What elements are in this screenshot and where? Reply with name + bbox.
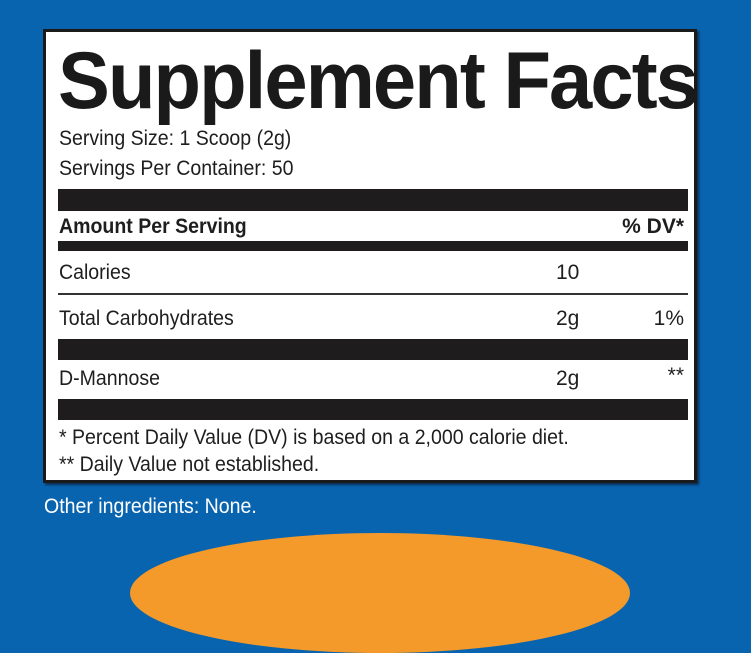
divider-line xyxy=(58,293,688,295)
supplement-facts-panel: Supplement Facts Serving Size: 1 Scoop (… xyxy=(43,29,699,483)
nutrient-name: Total Carbohydrates xyxy=(59,307,234,330)
nutrient-name: D-Mannose xyxy=(59,367,160,390)
divider-bar xyxy=(58,189,688,211)
footnote-not-established: ** Daily Value not established. xyxy=(59,453,320,476)
panel-title: Supplement Facts xyxy=(58,36,699,126)
nutrient-dv: 1% xyxy=(653,307,684,330)
nutrient-name: Calories xyxy=(59,261,131,284)
serving-size: Serving Size: 1 Scoop (2g) xyxy=(59,127,292,150)
nutrient-amount: 10 xyxy=(556,261,580,284)
divider-bar xyxy=(58,339,688,360)
orange-arc-decoration xyxy=(130,533,630,653)
footnote-dv: * Percent Daily Value (DV) is based on a… xyxy=(59,426,569,449)
nutrient-dv: ** xyxy=(667,364,684,387)
amount-per-serving-header: Amount Per Serving xyxy=(59,215,247,238)
other-ingredients: Other ingredients: None. xyxy=(44,495,257,518)
dv-header: % DV* xyxy=(622,215,684,238)
nutrient-amount: 2g xyxy=(556,367,580,390)
divider-bar xyxy=(58,399,688,420)
divider-bar xyxy=(58,241,688,251)
nutrient-amount: 2g xyxy=(556,307,580,330)
servings-per-container: Servings Per Container: 50 xyxy=(59,157,294,180)
